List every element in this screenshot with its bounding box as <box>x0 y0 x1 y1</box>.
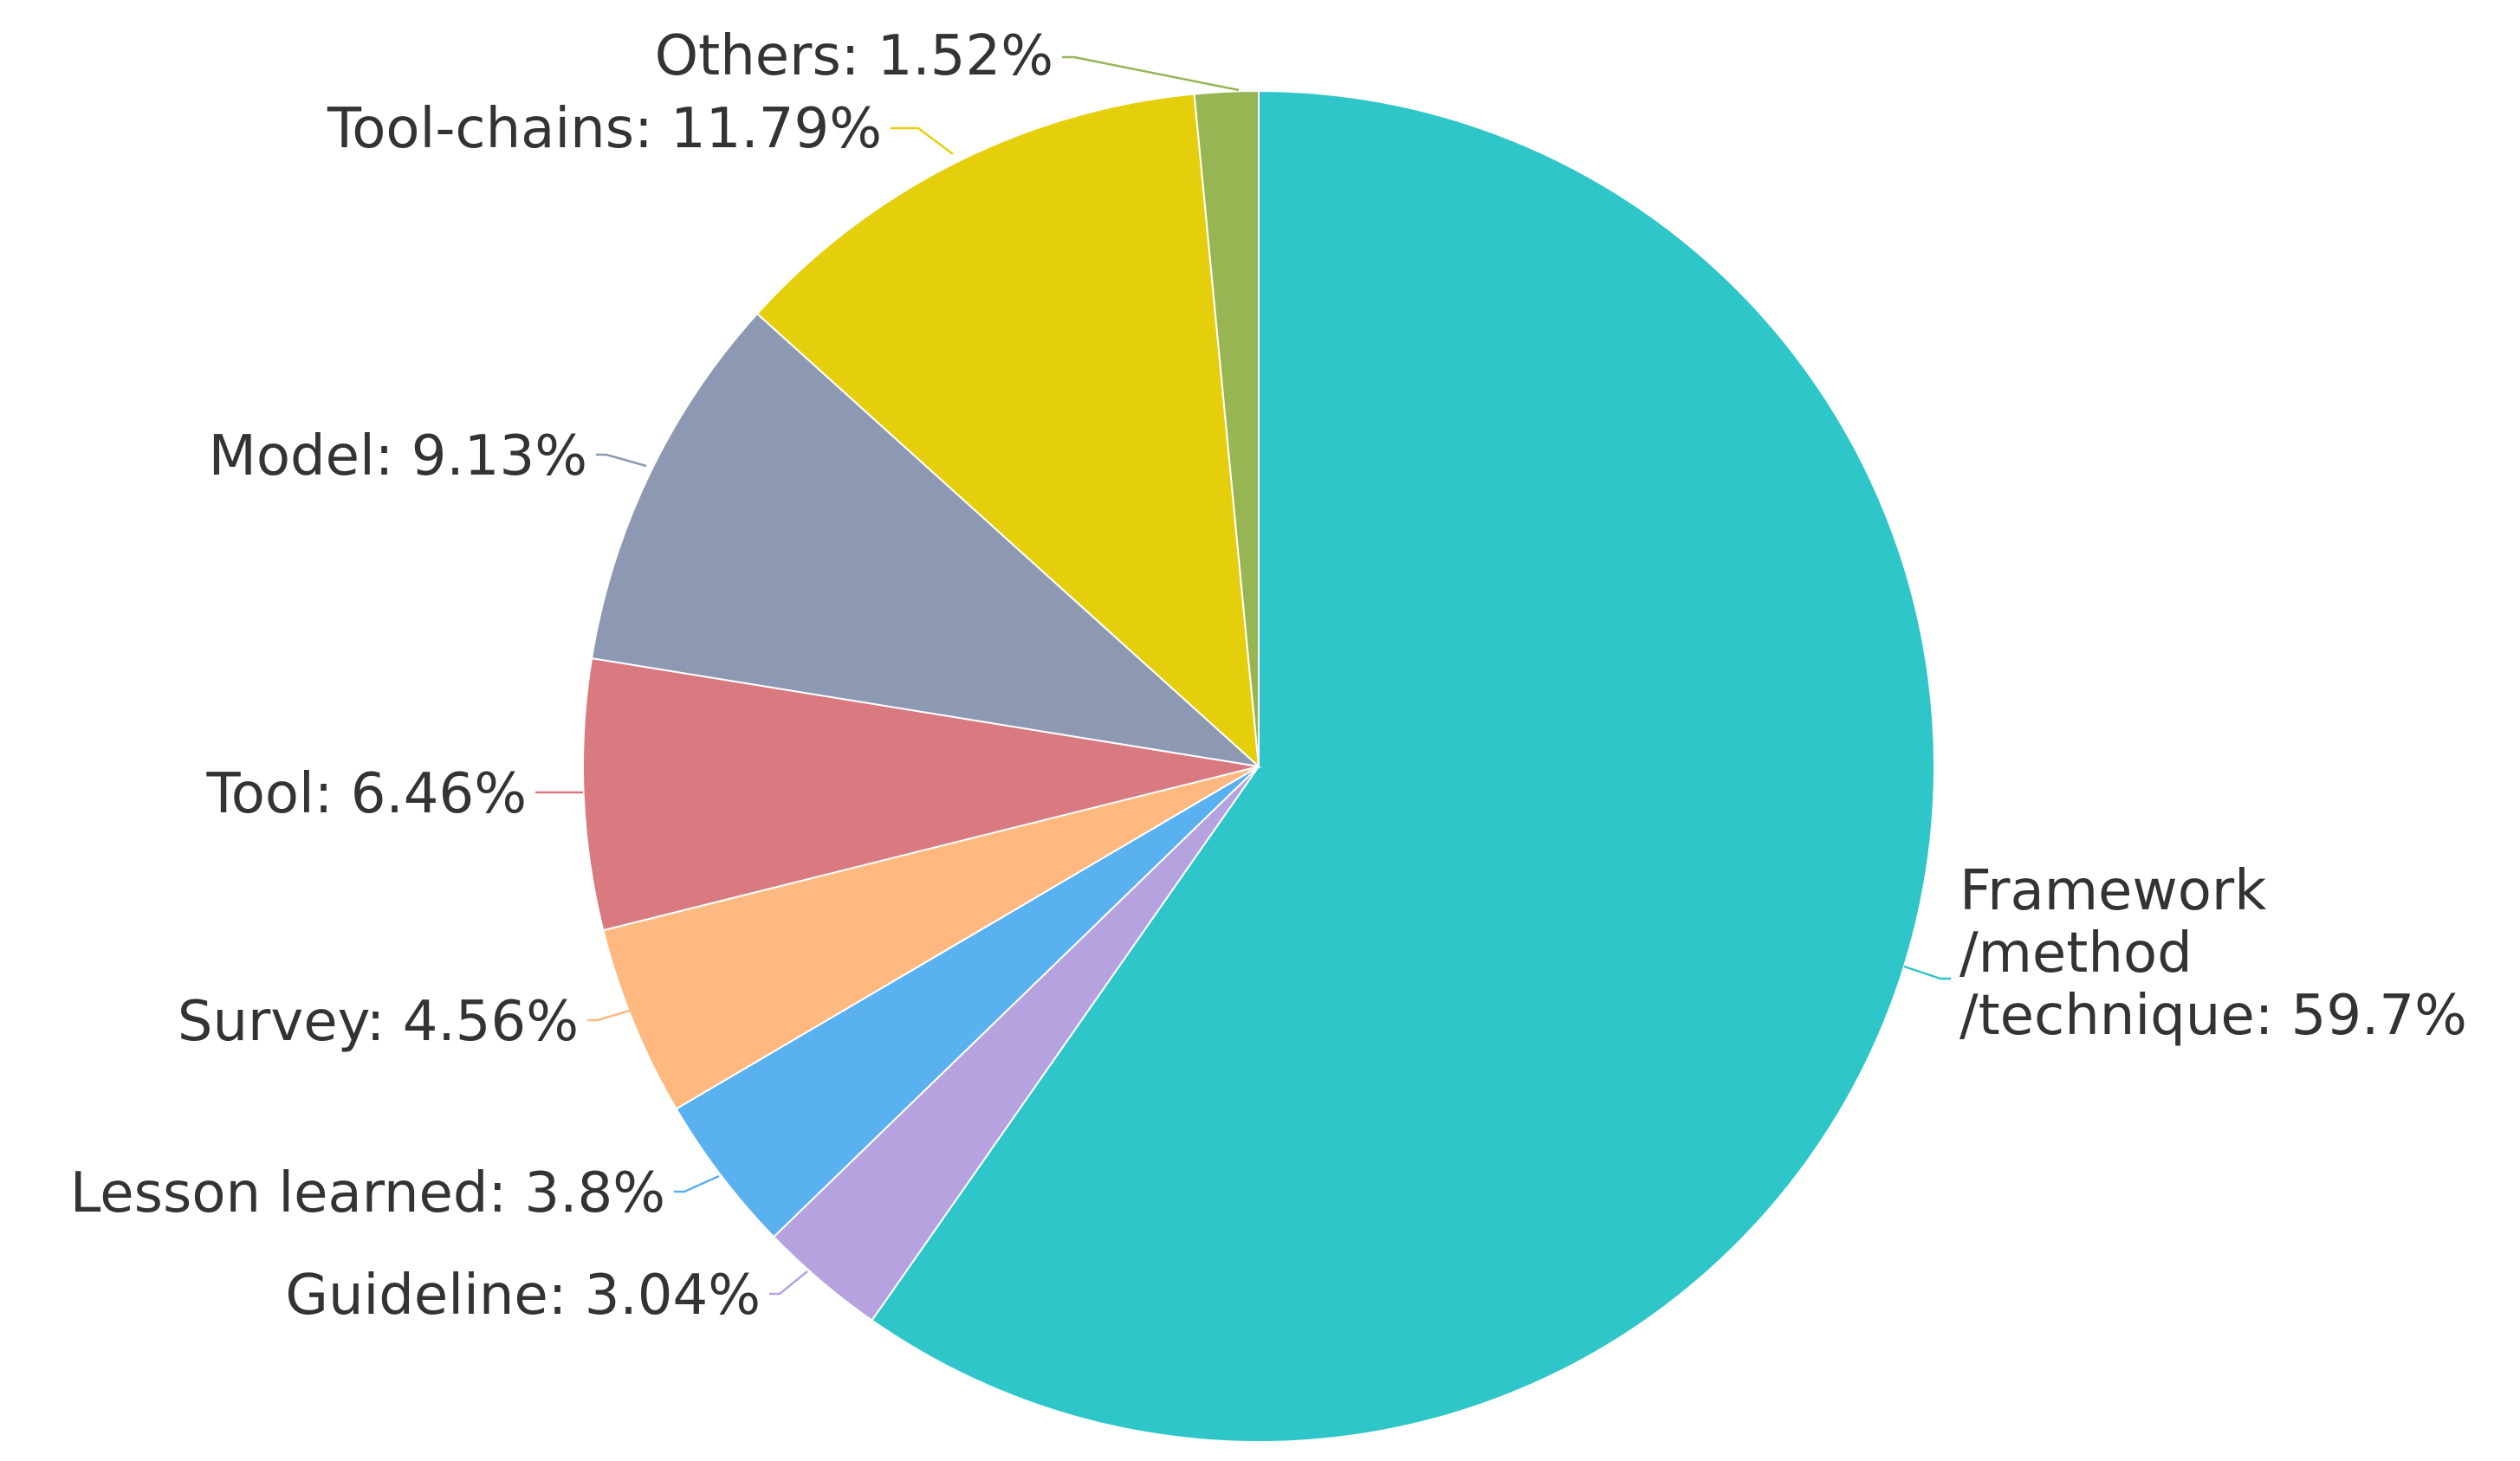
slice-label: Guideline: 3.04% <box>285 1264 761 1328</box>
slice-label-line: Tool-chains: 11.79% <box>327 97 882 161</box>
pie-slice-others[interactable] <box>1193 89 1260 767</box>
pie-slice-tool-chains[interactable] <box>755 93 1260 769</box>
slice-label: Survey: 4.56% <box>178 990 579 1054</box>
pie-slice-lesson-learned[interactable] <box>675 766 1260 1238</box>
slice-label: Model: 9.13% <box>209 424 587 488</box>
leader-line <box>769 1270 808 1296</box>
slice-label-line: /technique: 59.7% <box>1960 984 2467 1048</box>
pie-slice-survey[interactable] <box>602 766 1260 1110</box>
slice-label: Framework/method/technique: 59.7% <box>1960 859 2467 1048</box>
leader-line <box>587 1008 633 1022</box>
leader-line <box>674 1174 720 1193</box>
slice-label-line: Model: 9.13% <box>209 424 587 488</box>
leader-line <box>596 453 647 468</box>
pie-slice-framework[interactable] <box>871 89 1935 1443</box>
slice-label: Tool: 6.46% <box>205 762 527 826</box>
leader-line <box>1903 965 1951 980</box>
slice-label-line: Lesson learned: 3.8% <box>70 1161 665 1225</box>
slice-label-line: Framework <box>1960 859 2266 923</box>
leader-lines-layer <box>535 55 1951 1296</box>
slice-label-line: Survey: 4.56% <box>178 990 579 1054</box>
slice-label: Tool-chains: 11.79% <box>327 97 882 161</box>
slice-label-line: Guideline: 3.04% <box>285 1264 761 1328</box>
slice-label: Others: 1.52% <box>655 24 1053 88</box>
leader-line <box>1062 55 1240 92</box>
leader-line <box>891 126 954 155</box>
pie-slice-model[interactable] <box>590 312 1262 768</box>
slice-label-line: Tool: 6.46% <box>205 762 527 826</box>
slice-label-line: Others: 1.52% <box>655 24 1053 88</box>
pie-slice-tool[interactable] <box>582 656 1260 932</box>
slices-layer <box>582 89 1935 1443</box>
labels-layer: Framework/method/technique: 59.7% Guideli… <box>70 24 2467 1328</box>
slice-label-line: /method <box>1960 921 2193 986</box>
slice-label: Lesson learned: 3.8% <box>70 1161 665 1225</box>
